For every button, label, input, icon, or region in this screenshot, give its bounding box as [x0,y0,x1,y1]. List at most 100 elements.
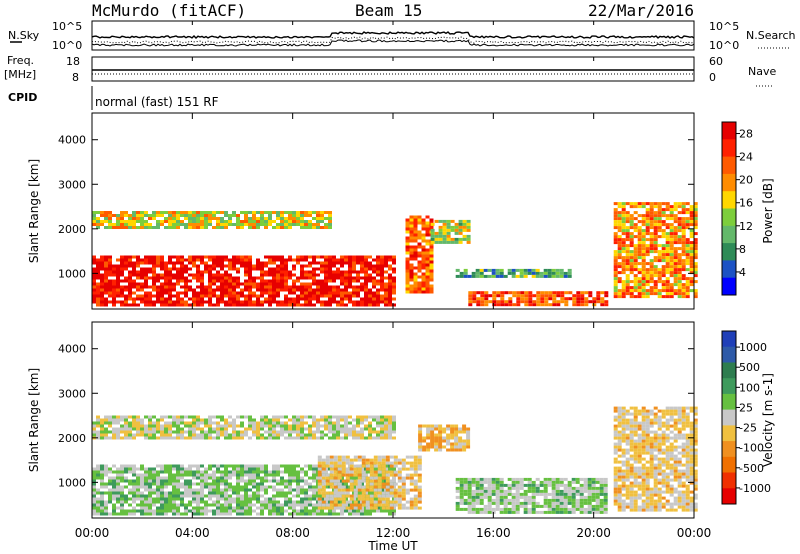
power-cell [376,273,380,277]
vel-cell [292,424,296,428]
power-colorbar-tick-label: 24 [739,151,753,164]
power-cell [140,220,144,223]
vel-cell [172,509,176,513]
power-cell [613,283,618,287]
power-cell [120,220,124,223]
power-cell [669,238,674,242]
vel-cell [613,484,618,488]
vel-cell [148,500,152,504]
vel-cell [471,507,476,511]
power-cell [520,297,525,301]
power-cell [356,270,360,274]
vel-cell [434,445,439,449]
vel-cell [168,476,172,480]
vel-cell [418,439,423,443]
vel-cell [617,421,622,425]
vel-cell [180,430,184,434]
power-cell [555,274,560,278]
vel-cell [288,503,292,507]
vel-cell [312,473,316,477]
power-cell [168,226,172,229]
vel-cell [172,482,176,486]
vel-cell [341,473,346,477]
vel-cell [292,418,296,422]
power-cell [454,240,459,244]
power-cell [208,276,212,280]
vel-cell [256,473,260,477]
vel-cell [304,503,308,507]
vel-cell [463,492,468,496]
vel-cell [547,477,552,481]
power-cell [649,265,654,269]
vel-cell [160,482,164,486]
vel-cell [369,464,374,468]
power-cell [92,214,96,217]
power-cell [264,291,268,295]
power-cell [92,223,96,226]
vel-cell [543,498,548,502]
vel-cell [487,483,492,487]
vel-cell [571,492,576,496]
power-cell [116,273,120,277]
power-cell [572,303,577,307]
vel-cell [96,467,100,471]
vel-cell [192,497,196,501]
vel-cell [168,500,172,504]
vel-cell [495,501,500,505]
vel-cell [100,427,104,431]
power-cell [484,297,489,301]
vel-cell [244,494,248,498]
vel-cell [479,501,484,505]
vel-cell [108,424,112,428]
power-cell [405,245,410,249]
power-cell [384,264,388,268]
power-cell [405,269,410,273]
power-cell [268,255,272,259]
power-cell [484,294,489,298]
vel-cell [204,512,208,516]
vel-cell [341,500,346,504]
power-cell [236,261,240,265]
vel-cell [148,476,152,480]
power-cell [232,261,236,265]
vel-cell [164,509,168,513]
power-cell [434,240,439,244]
power-cell [324,279,328,283]
power-cell [136,220,140,223]
power-cell [284,261,288,265]
power-cell [588,291,593,295]
power-cell [248,255,252,259]
vel-cell [388,509,392,513]
vel-cell [621,433,626,437]
vel-cell [116,491,120,495]
vel-cell [220,488,224,492]
vel-cell [260,485,264,489]
power-cell [296,276,300,280]
vel-cell [264,464,268,468]
power-cell [104,217,108,220]
noise-trace [91,39,695,47]
freq-unit: [MHz] [4,68,36,81]
vel-cell [361,455,366,459]
vel-cell [613,442,618,446]
vel-cell [128,424,132,428]
power-cell [504,300,509,304]
vel-cell [333,464,338,468]
vel-cell [625,493,630,497]
power-cell [625,268,630,272]
vel-region-0 [92,464,396,516]
power-cell [617,205,622,209]
vel-cell [519,486,524,490]
vel-cell [511,495,516,499]
vel-cell [392,509,396,513]
vel-cell [144,415,148,419]
power-cell [348,261,352,265]
power-cell [673,283,678,287]
power-cell [104,255,108,259]
vel-cell [613,502,618,506]
vel-cell [384,430,388,434]
power-cell [645,217,650,221]
vel-cell [555,510,560,514]
vel-cell [100,482,104,486]
vel-cell [292,415,296,419]
